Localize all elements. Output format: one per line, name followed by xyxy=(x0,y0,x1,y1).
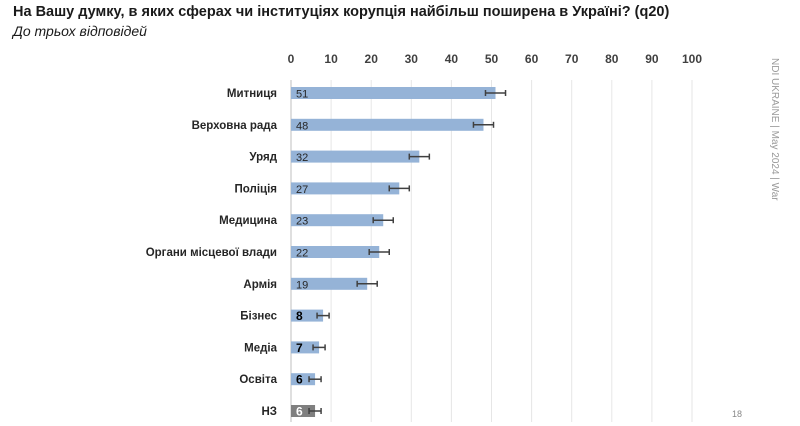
data-label: 32 xyxy=(296,152,308,164)
bar xyxy=(291,309,324,322)
bar xyxy=(291,150,420,163)
data-label: 27 xyxy=(296,184,308,196)
x-tick-label: 20 xyxy=(365,52,379,66)
x-tick-label: 100 xyxy=(682,52,702,66)
chart-subtitle: До трьох відповідей xyxy=(13,23,147,39)
bar xyxy=(291,341,320,354)
category-label: Медіа xyxy=(244,342,277,354)
data-label: 7 xyxy=(296,341,303,355)
bar xyxy=(291,214,384,227)
category-label: Освіта xyxy=(239,374,277,386)
x-tick-label: 60 xyxy=(525,52,539,66)
x-tick-label: 40 xyxy=(445,52,459,66)
data-label: 48 xyxy=(296,120,308,132)
category-label: Уряд xyxy=(249,152,277,164)
category-label: Бізнес xyxy=(240,311,277,323)
data-label: 8 xyxy=(296,309,303,323)
x-tick-label: 0 xyxy=(288,52,295,66)
category-label: Органи місцевої влади xyxy=(146,247,277,259)
category-label: Медицина xyxy=(219,215,277,227)
data-label: 19 xyxy=(296,279,308,291)
bar xyxy=(291,277,368,290)
data-label: 51 xyxy=(296,89,308,101)
category-label: НЗ xyxy=(261,406,277,418)
category-label: Верховна рада xyxy=(192,120,278,132)
category-label: Армія xyxy=(243,279,277,291)
data-label: 22 xyxy=(296,248,308,260)
data-label: 6 xyxy=(296,405,303,419)
x-tick-label: 10 xyxy=(324,52,338,66)
bar xyxy=(291,246,380,258)
x-tick-label: 90 xyxy=(645,52,659,66)
bar xyxy=(291,182,400,195)
bar xyxy=(291,87,496,99)
page-number: 18 xyxy=(732,409,743,419)
chart-title: На Вашу думку, в яких сферах чи інституц… xyxy=(13,4,670,20)
data-label: 6 xyxy=(296,373,303,387)
category-label: Поліція xyxy=(235,183,277,195)
bar xyxy=(291,118,484,131)
data-label: 23 xyxy=(296,216,308,228)
category-label: Митниця xyxy=(227,88,277,100)
x-tick-label: 50 xyxy=(485,52,499,66)
x-tick-label: 30 xyxy=(405,52,419,66)
x-tick-label: 70 xyxy=(565,52,579,66)
x-tick-label: 80 xyxy=(605,52,619,66)
